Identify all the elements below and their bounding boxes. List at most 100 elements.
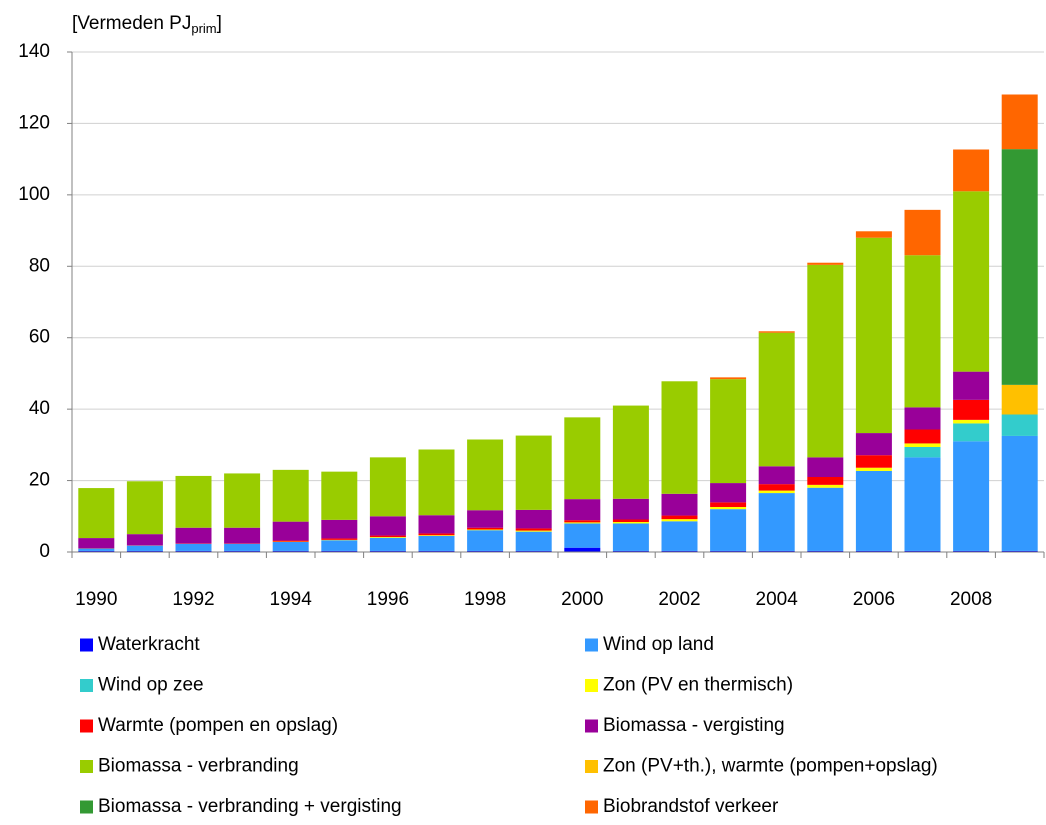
legend-swatch: [80, 719, 93, 733]
legend-swatch: [80, 638, 93, 652]
x-tick-label: 1998: [464, 589, 506, 610]
bar-segment: [855, 550, 892, 552]
legend-label: Biomassa - vergisting: [603, 715, 785, 736]
y-tick-label: 120: [18, 112, 50, 133]
legend-label: Wind op land: [603, 634, 714, 655]
x-tick-label: 1992: [172, 589, 214, 610]
bar-segment: [369, 550, 406, 552]
bar-segment: [710, 377, 747, 380]
bar-segment: [126, 550, 163, 552]
bar-segment: [904, 550, 941, 552]
x-tick-label: 2000: [561, 589, 603, 610]
bar-segment: [855, 455, 892, 468]
legend-label: Wind op zee: [98, 675, 204, 696]
legend-swatch: [585, 679, 598, 692]
bar-segment: [126, 481, 163, 535]
y-tick-label: 0: [39, 541, 50, 562]
bar-segment: [564, 522, 601, 524]
bar-segment: [126, 545, 163, 551]
x-tick-label: 1996: [367, 589, 409, 610]
bar-segment: [515, 509, 552, 529]
legend-label: Biomassa - verbranding + vergisting: [98, 796, 402, 817]
bar-segment: [710, 483, 747, 503]
bar-segment: [807, 550, 844, 552]
bar-segment: [1001, 550, 1038, 552]
bar-segment: [953, 399, 990, 420]
legend-swatch: [80, 800, 93, 814]
bar-segment: [661, 550, 698, 552]
bar-segment: [953, 441, 990, 551]
bar-segment: [175, 543, 212, 551]
bar-segment: [321, 471, 358, 520]
bar-segment: [369, 535, 406, 537]
bar-segment: [272, 521, 309, 541]
bar-segment: [1001, 94, 1038, 150]
bar-segment: [612, 519, 649, 522]
legend-label: Warmte (pompen en opslag): [98, 715, 338, 736]
bar-segment: [612, 522, 649, 524]
bar-segment: [710, 379, 747, 484]
bar-segment: [661, 515, 698, 520]
bar-segment: [272, 540, 309, 542]
bar-segment: [515, 530, 552, 532]
legend-swatch: [80, 679, 93, 692]
bar-segment: [224, 543, 261, 551]
bar-segment: [953, 550, 990, 552]
bar-segment: [1001, 149, 1038, 385]
bar-segment: [418, 535, 455, 536]
bar-segment: [126, 534, 163, 546]
bar-segment: [612, 523, 649, 551]
bar-segment: [758, 490, 795, 494]
bar-segment: [904, 457, 941, 551]
bar-segment: [710, 550, 747, 552]
bar-segment: [855, 231, 892, 238]
bar-segment: [564, 523, 601, 548]
legend-swatch: [585, 760, 598, 773]
bar-segment: [758, 332, 795, 467]
legend-swatch: [585, 719, 598, 733]
legend-swatch: [80, 760, 93, 773]
bar-segment: [418, 449, 455, 516]
bar-segment: [758, 493, 795, 551]
bar-segment: [515, 531, 552, 551]
bar-segment: [710, 509, 747, 551]
bar-segment: [855, 470, 892, 551]
bar-segment: [612, 498, 649, 520]
bar-segment: [321, 540, 358, 551]
bar-segment: [467, 439, 504, 511]
bar-segment: [904, 443, 941, 447]
bar-segment: [953, 371, 990, 400]
bar-segment: [612, 550, 649, 552]
bar-segment: [758, 550, 795, 552]
y-tick-label: 140: [18, 41, 50, 62]
bar-segment: [369, 457, 406, 517]
bar-segment: [78, 550, 115, 552]
bar-segment: [467, 530, 504, 551]
legend-swatch: [585, 638, 598, 652]
legend-label: Zon (PV+th.), warmte (pompen+opslag): [603, 756, 938, 777]
bar-segment: [175, 550, 212, 552]
x-tick-label: 2006: [853, 589, 895, 610]
bar-segment: [369, 516, 406, 536]
bar-segment: [564, 547, 601, 552]
bar-segment: [661, 381, 698, 494]
bar-segment: [904, 209, 941, 256]
bar-segment: [418, 533, 455, 536]
bar-segment: [758, 484, 795, 491]
bar-segment: [904, 447, 941, 458]
x-tick-label: 2008: [950, 589, 992, 610]
bar-segment: [904, 407, 941, 430]
bar-segment: [418, 550, 455, 552]
legend-swatch: [585, 800, 598, 814]
bar-segment: [904, 255, 941, 408]
bar-segment: [953, 419, 990, 424]
bar-segment: [272, 469, 309, 522]
bar-segment: [855, 433, 892, 456]
bar-segment: [467, 510, 504, 528]
y-tick-label: 80: [29, 255, 50, 276]
legend-label: Zon (PV en thermisch): [603, 675, 793, 696]
bar-segment: [758, 466, 795, 485]
bar-segment: [807, 262, 844, 265]
bar-segment: [564, 499, 601, 521]
